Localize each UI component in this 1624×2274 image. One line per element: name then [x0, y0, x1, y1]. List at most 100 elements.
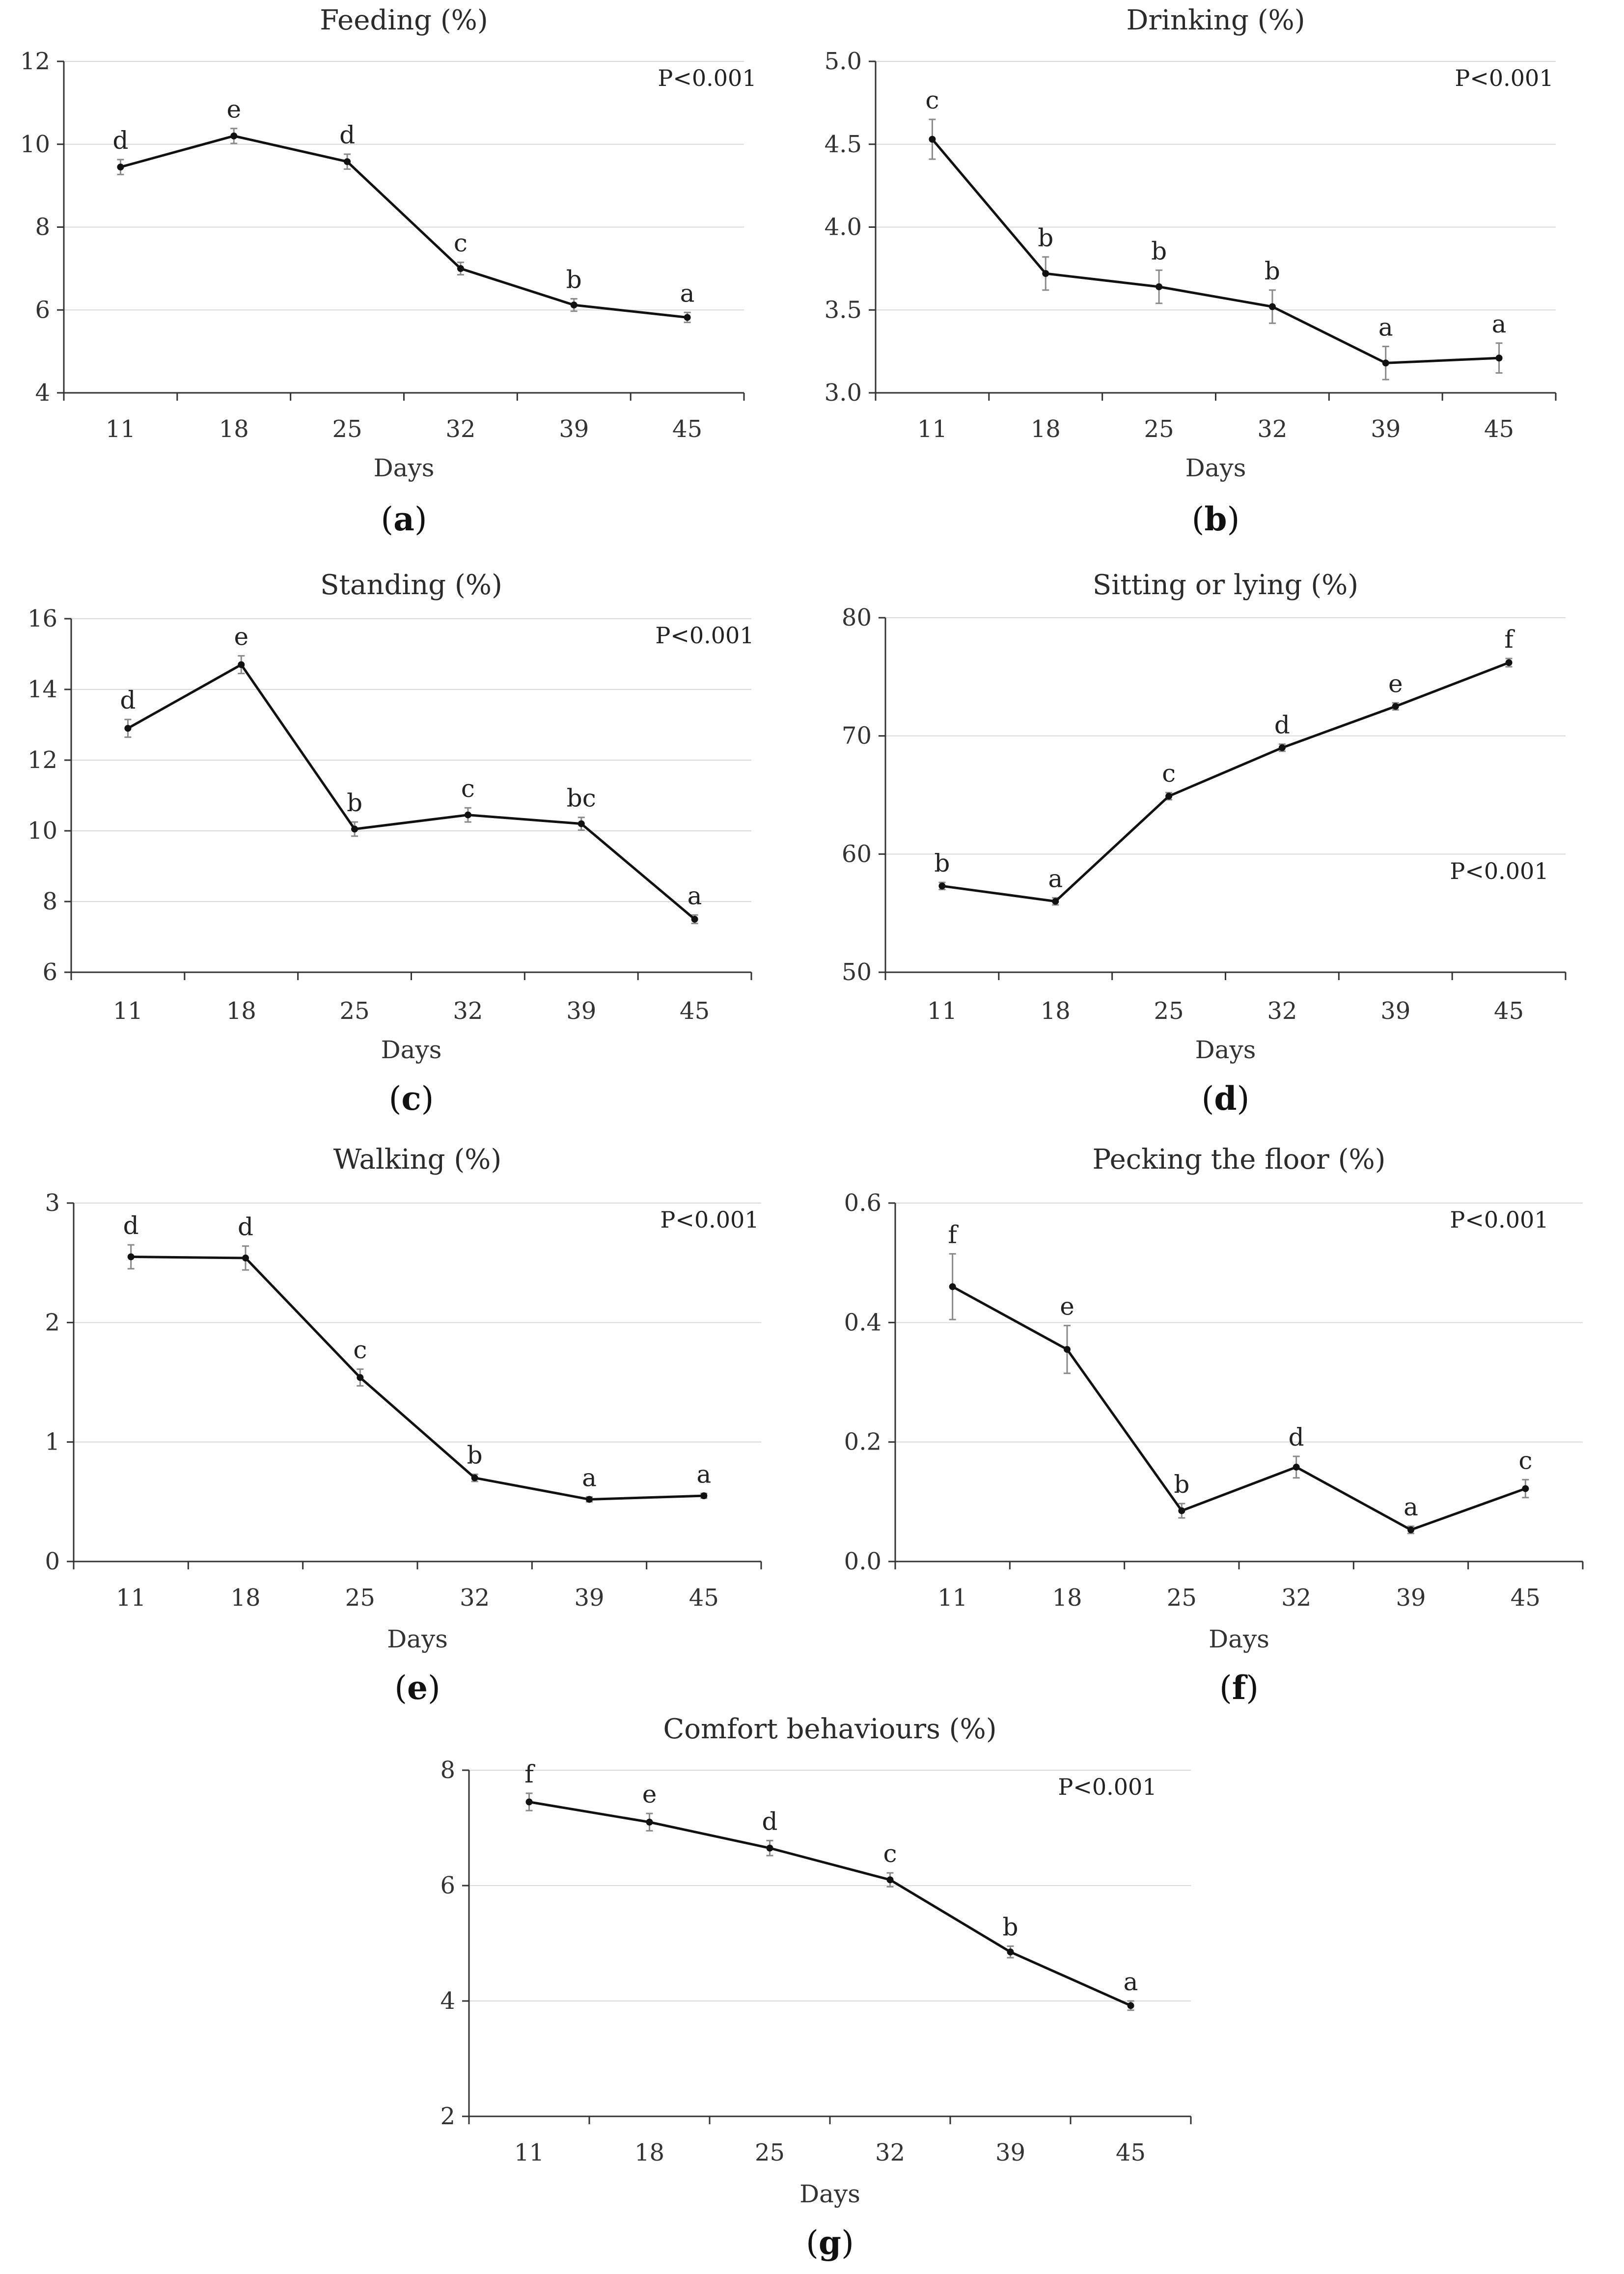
data-point	[471, 1474, 478, 1481]
x-tick-label: 11	[917, 415, 947, 443]
y-tick-label: 6	[35, 296, 50, 324]
p-value-label: P<0.001	[1058, 1774, 1156, 1800]
x-tick-label: 25	[755, 2139, 785, 2166]
p-value-label: P<0.001	[658, 65, 756, 91]
data-point	[1268, 303, 1276, 310]
significance-letter: d	[238, 1213, 253, 1241]
y-tick-label: 4.0	[825, 214, 862, 241]
x-tick-label: 25	[1144, 415, 1174, 443]
x-tick-label: 11	[937, 1584, 967, 1612]
y-tick-label: 5.0	[825, 48, 862, 75]
chart-title: Drinking (%)	[1126, 4, 1305, 36]
panel-caption: (d)	[1202, 1079, 1250, 1118]
x-axis-label: Days	[1209, 1625, 1269, 1653]
x-tick-label: 18	[226, 997, 256, 1025]
significance-letter: b	[1151, 237, 1167, 265]
significance-letter: d	[339, 121, 355, 149]
chart-title: Standing (%)	[320, 569, 502, 601]
data-point	[238, 661, 245, 668]
x-tick-label: 39	[574, 1584, 604, 1612]
data-point	[1522, 1485, 1529, 1492]
series-line	[529, 1801, 1131, 2007]
panel-caption-letter: d	[1214, 1079, 1237, 1118]
data-point	[357, 1374, 364, 1381]
p-value-label: P<0.001	[1450, 858, 1548, 884]
x-tick-label: 45	[1494, 997, 1524, 1025]
series-line	[942, 661, 1510, 903]
y-tick-label: 4	[35, 379, 50, 407]
chart-panel-d: Sitting or lying (%) 50 60 70 80 11 18 25 32 39 45…	[842, 569, 1567, 1118]
y-tick-label: 80	[842, 604, 872, 631]
y-tick-label: 4.5	[825, 131, 862, 158]
y-tick-label: 60	[842, 840, 872, 868]
data-point	[1392, 703, 1399, 710]
data-point	[242, 1254, 249, 1261]
significance-letter: e	[1388, 669, 1403, 698]
x-tick-label: 25	[340, 997, 370, 1025]
data-point	[1007, 1948, 1014, 1956]
data-point	[230, 132, 238, 139]
data-point	[1505, 659, 1513, 666]
significance-letter: d	[112, 126, 128, 155]
x-tick-label: 45	[672, 415, 702, 443]
significance-letter: bc	[567, 784, 596, 813]
data-point	[1042, 270, 1049, 277]
significance-letter: f	[524, 1760, 535, 1788]
y-tick-label: 10	[20, 131, 50, 158]
panel-caption: (a)	[381, 500, 427, 538]
x-tick-label: 32	[1257, 415, 1287, 443]
significance-letter: a	[696, 1460, 711, 1488]
data-point	[1278, 744, 1286, 751]
data-point	[124, 725, 132, 732]
x-tick-label: 45	[1511, 1584, 1541, 1612]
y-tick-label: 0.4	[844, 1309, 881, 1336]
x-tick-label: 18	[219, 415, 249, 443]
significance-letter: b	[934, 849, 950, 877]
x-tick-label: 45	[689, 1584, 719, 1612]
significance-letter: d	[123, 1211, 139, 1240]
data-point	[929, 136, 936, 143]
data-point	[684, 314, 691, 321]
x-tick-label: 32	[875, 2139, 905, 2166]
y-tick-label: 8	[440, 1756, 455, 1784]
data-point	[457, 265, 464, 272]
chart-title: Sitting or lying (%)	[1093, 569, 1358, 601]
x-tick-label: 25	[1167, 1584, 1197, 1612]
data-point	[700, 1492, 708, 1500]
y-tick-label: 0.2	[844, 1428, 881, 1456]
data-point	[344, 158, 351, 165]
x-axis-label: Days	[374, 454, 435, 482]
data-point	[127, 1253, 135, 1260]
x-tick-label: 32	[1267, 997, 1297, 1025]
y-tick-label: 3.0	[825, 379, 862, 407]
data-point	[1127, 2002, 1134, 2009]
y-tick-label: 2	[440, 2103, 455, 2130]
series-line	[931, 138, 1499, 364]
x-axis-label: Days	[1195, 1036, 1256, 1064]
series-line	[952, 1286, 1526, 1532]
significance-letter: b	[566, 265, 582, 294]
x-tick-label: 11	[927, 997, 957, 1025]
data-point	[525, 1798, 533, 1806]
x-tick-label: 32	[453, 997, 483, 1025]
y-tick-label: 8	[42, 888, 57, 915]
x-tick-label: 25	[1154, 997, 1184, 1025]
significance-letter: c	[1518, 1446, 1532, 1475]
y-tick-label: 6	[42, 959, 57, 986]
data-point	[691, 916, 698, 923]
y-tick-label: 0.0	[844, 1548, 881, 1575]
data-point	[1495, 355, 1503, 362]
x-tick-label: 39	[1371, 415, 1401, 443]
data-point	[1382, 359, 1389, 367]
p-value-label: P<0.001	[1450, 1206, 1548, 1233]
x-tick-label: 11	[106, 415, 136, 443]
significance-letter: b	[347, 789, 362, 817]
significance-letter: b	[1002, 1913, 1018, 1941]
significance-letter: f	[1504, 625, 1515, 654]
significance-letter: c	[454, 229, 468, 257]
y-tick-label: 3	[45, 1189, 60, 1217]
chart-panel-a: Feeding (%) 4 6 8 10 12 11 18 25 32 39 45 Days d e d c b a…	[20, 4, 757, 538]
chart-panel-g: Comfort behaviours (%) 2 4 6 8 11 18 25 32 39 45 Da…	[440, 1713, 1192, 2262]
significance-letter: a	[1378, 313, 1393, 342]
significance-letter: c	[353, 1336, 367, 1364]
